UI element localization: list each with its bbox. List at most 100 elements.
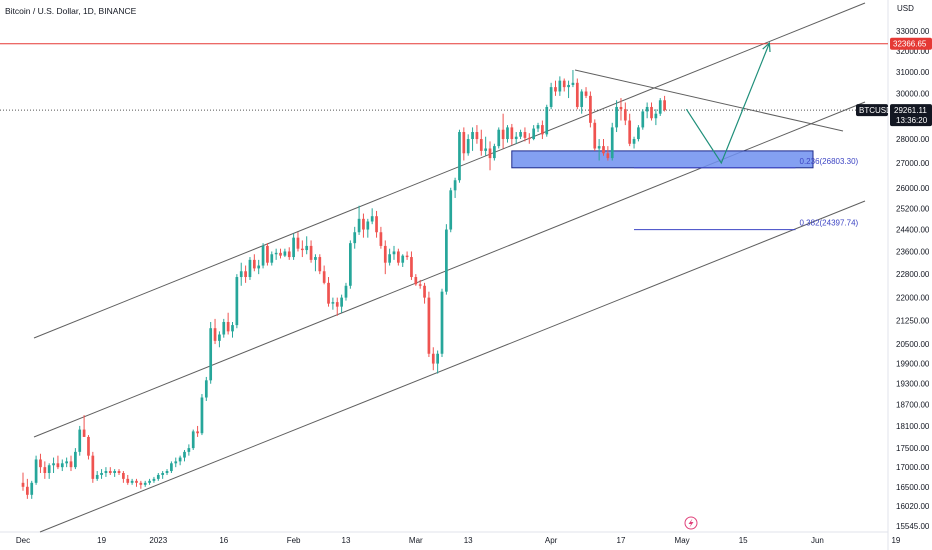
candle-body	[401, 255, 405, 263]
candle-body	[100, 472, 103, 475]
channel-lower-line[interactable]	[39, 200, 866, 533]
candle-body	[623, 109, 627, 121]
candle-body	[270, 254, 274, 263]
last-price-tag-bg	[890, 104, 932, 127]
time-tick-label: 15	[739, 536, 748, 545]
candle-body	[632, 139, 636, 144]
candle-body	[65, 461, 68, 464]
candle-body	[139, 482, 143, 485]
candle-body	[545, 106, 549, 135]
candle-body	[658, 100, 662, 114]
candle-body	[178, 457, 182, 462]
candle-body	[593, 122, 597, 149]
price-tick-label: 22800.00	[896, 270, 930, 279]
candle-body	[353, 232, 357, 244]
candle-body	[589, 95, 592, 123]
candle-body	[95, 474, 99, 479]
candle-body	[60, 463, 64, 468]
last-price-tag-text: 29261.11	[894, 106, 927, 115]
time-tick-label: 13	[342, 536, 351, 545]
candle-body	[606, 153, 610, 159]
candle-body	[34, 459, 38, 483]
last-price-tag: BTCUSD 29261.11 13:36:20	[856, 104, 932, 127]
candle-body	[292, 237, 295, 258]
candle-body	[362, 218, 365, 230]
candle-body	[130, 480, 134, 483]
candle-body	[571, 82, 575, 85]
price-tick-label: 16020.00	[896, 502, 930, 511]
price-tick-label: 17000.00	[896, 463, 930, 472]
candle-body	[397, 251, 400, 263]
candle-body	[562, 80, 566, 88]
candle-body	[488, 148, 492, 159]
lightning-icon[interactable]	[684, 516, 698, 530]
candle-body	[567, 84, 570, 88]
candle-body	[183, 451, 186, 458]
candle-body	[449, 190, 453, 230]
candle-body	[357, 218, 361, 233]
price-axis[interactable]: 33000.0032000.0031000.0030000.0029000.00…	[896, 27, 930, 531]
candle-body	[327, 282, 330, 304]
candle-body	[541, 125, 544, 135]
candle-body	[47, 465, 51, 473]
candle-body	[418, 284, 422, 286]
candle-body	[370, 216, 374, 222]
time-tick-label: 17	[617, 536, 626, 545]
candle-body	[331, 302, 335, 304]
candle-body	[174, 461, 178, 464]
candle-body	[82, 429, 86, 437]
candle-body	[663, 100, 666, 111]
candle-body	[484, 148, 488, 151]
candles-group	[21, 69, 666, 499]
target-price-tag: 32366.65	[890, 37, 932, 50]
candle-body	[610, 127, 614, 159]
candle-body	[126, 478, 130, 483]
time-tick-label: 16	[219, 536, 228, 545]
fib-0382-label: 0.382(24397.74)	[800, 219, 859, 228]
candle-body	[554, 87, 557, 92]
candle-body	[580, 91, 584, 107]
time-axis[interactable]: Dec 19 2023 16 Feb 13 Mar 13 Apr 17 May 15 Jun 19	[16, 536, 901, 545]
candle-body	[462, 132, 466, 154]
candle-body	[200, 397, 204, 434]
candle-body	[414, 277, 418, 285]
trendline-descending[interactable]	[574, 69, 844, 132]
candle-body	[261, 245, 265, 266]
candle-body	[113, 471, 117, 473]
time-tick-label: Jun	[811, 536, 824, 545]
candle-body	[279, 252, 282, 256]
candle-body	[104, 471, 108, 473]
price-tick-label: 15545.00	[896, 522, 930, 531]
candle-body	[322, 271, 326, 283]
candle-body	[78, 429, 82, 452]
candle-body	[549, 87, 553, 107]
candle-body	[87, 436, 90, 456]
candle-body	[122, 472, 125, 479]
candle-body	[388, 254, 391, 263]
candle-body	[558, 80, 562, 92]
candle-body	[493, 146, 496, 159]
time-tick-label: Mar	[409, 536, 423, 545]
price-tick-label: 28000.00	[896, 135, 930, 144]
candle-body	[383, 245, 387, 263]
time-tick-label: Apr	[545, 536, 558, 545]
channel-upper-line[interactable]	[33, 2, 866, 339]
candle-body	[117, 471, 121, 473]
demand-zone-box[interactable]	[511, 150, 814, 169]
price-tick-label: 25200.00	[896, 204, 930, 213]
price-tick-label: 17500.00	[896, 444, 930, 453]
chart-title: Bitcoin / U.S. Dollar, 1D, BINANCE	[5, 6, 137, 16]
candle-body	[156, 474, 160, 479]
candle-body	[152, 478, 156, 481]
candle-body	[283, 251, 287, 256]
candle-body	[453, 180, 457, 191]
candle-body	[637, 127, 640, 140]
candle-body	[287, 251, 291, 258]
candle-body	[650, 106, 653, 119]
candle-body	[379, 232, 383, 246]
projection-arrow[interactable]	[685, 42, 770, 165]
price-tick-label: 21250.00	[896, 316, 930, 325]
candle-body	[266, 245, 269, 263]
candle-body	[252, 259, 256, 269]
